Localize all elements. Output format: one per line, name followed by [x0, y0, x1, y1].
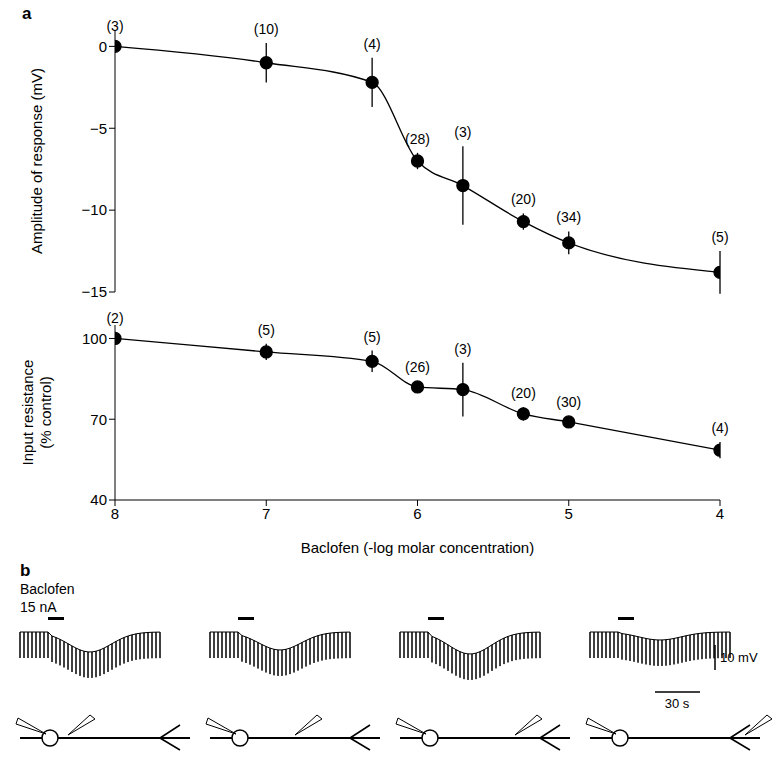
svg-text:10 mV: 10 mV	[720, 650, 758, 665]
svg-text:15 nA: 15 nA	[20, 599, 57, 615]
svg-text:(20): (20)	[511, 191, 536, 207]
svg-text:(26): (26)	[405, 359, 430, 375]
svg-text:(30): (30)	[556, 394, 581, 410]
svg-text:(5): (5)	[711, 229, 728, 245]
svg-text:30 s: 30 s	[665, 696, 690, 711]
svg-text:(2): (2)	[106, 310, 123, 326]
svg-text:6: 6	[413, 505, 421, 522]
svg-text:(5): (5)	[258, 322, 275, 338]
svg-text:−5: −5	[90, 120, 107, 137]
svg-text:(3): (3)	[454, 124, 471, 140]
svg-text:100: 100	[82, 330, 107, 347]
svg-text:−15: −15	[82, 283, 107, 300]
svg-text:4: 4	[716, 505, 724, 522]
svg-text:0: 0	[99, 38, 107, 55]
svg-text:(20): (20)	[511, 385, 536, 401]
svg-text:Baclofen: Baclofen	[20, 581, 74, 597]
svg-text:(3): (3)	[106, 18, 123, 34]
svg-text:40: 40	[90, 491, 107, 508]
svg-text:(34): (34)	[556, 209, 581, 225]
svg-text:7: 7	[262, 505, 270, 522]
svg-text:5: 5	[565, 505, 573, 522]
svg-text:(4): (4)	[711, 420, 728, 436]
svg-text:(4): (4)	[364, 36, 381, 52]
svg-text:(3): (3)	[454, 341, 471, 357]
svg-text:70: 70	[90, 411, 107, 428]
svg-text:(5): (5)	[364, 329, 381, 345]
svg-text:(10): (10)	[254, 21, 279, 37]
svg-text:8: 8	[111, 505, 119, 522]
svg-text:Input resistance(% control): Input resistance(% control)	[19, 360, 54, 466]
svg-text:(28): (28)	[405, 131, 430, 147]
svg-text:b: b	[20, 561, 30, 580]
svg-text:Amplitude of response (mV): Amplitude of response (mV)	[28, 68, 45, 254]
svg-text:Baclofen (-log molar concentra: Baclofen (-log molar concentration)	[301, 539, 534, 556]
html-text:a: a	[22, 4, 32, 23]
svg-text:−10: −10	[82, 201, 107, 218]
